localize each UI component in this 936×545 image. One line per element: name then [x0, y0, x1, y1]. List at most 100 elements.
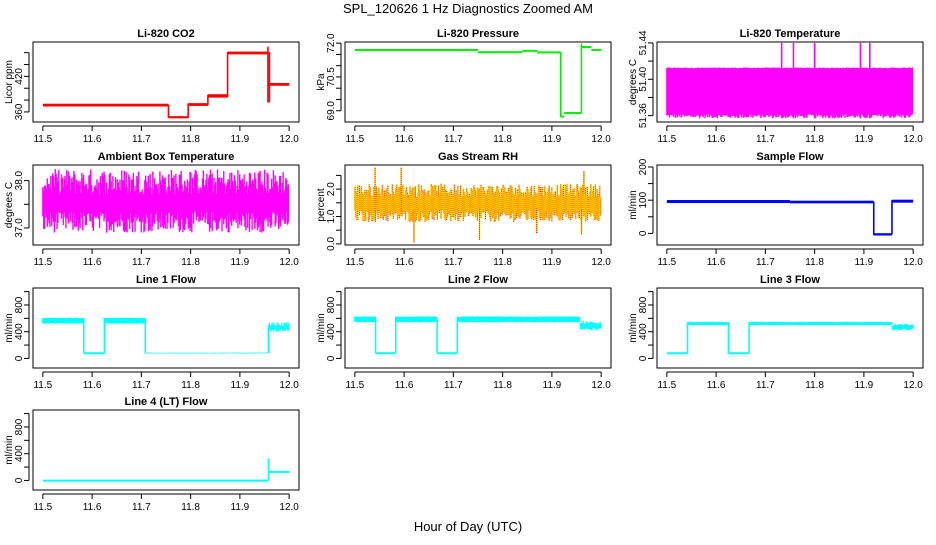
- panel-5: Sample Flow ml/min 11.5 11.6 11.7 11.8 11.9 12.…: [628, 151, 924, 268]
- panel-title: Ambient Box Temperature: [98, 151, 235, 163]
- y-tick-label: 0: [638, 230, 649, 236]
- x-tick-label: 11.5: [345, 257, 364, 268]
- x-tick-label: 11.6: [395, 380, 414, 391]
- y-axis-label: percent: [316, 188, 327, 222]
- series-segment: [873, 233, 892, 236]
- panel-2: Li-820 Temperature degrees C 11.5 11.6 11.7 1…: [628, 28, 924, 145]
- series: [42, 46, 290, 119]
- y-axis-label: ml/min: [628, 190, 639, 219]
- x-tick-label: 11.6: [707, 134, 726, 145]
- y-tick-label: 200: [638, 158, 649, 175]
- x-tick-label: 11.9: [855, 380, 874, 391]
- series-segment: [790, 200, 874, 204]
- panel-title: Line 1 Flow: [136, 274, 196, 286]
- y-tick-label: 800: [638, 296, 649, 313]
- y-axis-label: Licor ppm: [4, 60, 15, 104]
- plot-frame: [656, 164, 924, 246]
- y-tick-label: 0: [638, 355, 649, 361]
- panel-title: Gas Stream RH: [438, 151, 518, 163]
- x-tick-label: 12.0: [903, 257, 923, 268]
- x-tick-label: 12.0: [591, 380, 611, 391]
- x-tick-label: 11.7: [756, 257, 775, 268]
- x-tick-label: 11.6: [707, 380, 726, 391]
- panel-1: Li-820 Pressure kPa 11.5 11.6 11.7 11.8 11.9 12…: [316, 28, 612, 145]
- panel-title: Li-820 Pressure: [437, 28, 519, 40]
- x-tick-label: 11.6: [395, 134, 414, 145]
- x-tick-label: 11.9: [543, 257, 562, 268]
- series: [42, 458, 290, 482]
- y-axis-label: ml/min: [316, 313, 327, 342]
- y-axis-label: degrees C: [4, 182, 15, 228]
- panel-title: Li-820 CO2: [137, 28, 194, 40]
- y-tick-label: 400: [14, 445, 25, 462]
- x-tick-label: 12.0: [279, 502, 299, 513]
- y-tick-label: 51.40: [638, 66, 649, 91]
- x-tick-label: 11.8: [493, 257, 512, 268]
- plot-frame: [656, 287, 924, 369]
- x-tick-label: 11.8: [181, 380, 200, 391]
- series: [354, 316, 602, 355]
- panel-3: Ambient Box Temperature degrees C 11.5 11.6…: [4, 151, 300, 268]
- series: [666, 199, 914, 236]
- series: [42, 317, 290, 355]
- panel-4: Gas Stream RH percent 11.5 11.6 11.7 11.8 11.9…: [316, 151, 612, 268]
- y-tick-label: 69.0: [326, 101, 337, 121]
- y-tick-label: 37.0: [14, 218, 25, 238]
- x-tick-label: 12.0: [279, 134, 299, 145]
- plot-frame: [344, 164, 612, 246]
- series-segment: [728, 352, 750, 355]
- panel-title: Line 2 Flow: [448, 274, 508, 286]
- x-tick-label: 11.6: [83, 134, 102, 145]
- panel-title: Sample Flow: [756, 151, 824, 163]
- x-tick-label: 11.7: [444, 380, 463, 391]
- x-tick-label: 11.7: [756, 380, 775, 391]
- plot-frame: [344, 41, 612, 123]
- x-tick-label: 11.5: [345, 134, 364, 145]
- x-tick-label: 11.7: [756, 134, 775, 145]
- x-tick-label: 11.7: [444, 257, 463, 268]
- series-segment: [375, 352, 396, 355]
- y-tick-label: 0: [326, 355, 337, 361]
- y-tick-label: 420: [14, 68, 25, 85]
- series: [354, 167, 602, 243]
- series-segment: [354, 48, 478, 51]
- y-tick-label: 800: [14, 418, 25, 435]
- panel-9: Line 4 (LT) Flow ml/min 11.5 11.6 11.7 11.8 11…: [4, 396, 300, 513]
- series-segment: [560, 115, 565, 118]
- series-segment: [537, 51, 561, 54]
- series-segment: [207, 94, 228, 98]
- x-tick-label: 11.9: [231, 502, 250, 513]
- x-tick-label: 11.5: [33, 380, 52, 391]
- y-axis-label: kPa: [316, 73, 327, 91]
- panel-8: Line 3 Flow ml/min 11.5 11.6 11.7 11.8 11.9 12.…: [628, 274, 924, 391]
- x-tick-label: 11.5: [657, 380, 676, 391]
- series-segment: [268, 470, 290, 473]
- x-tick-label: 11.6: [83, 502, 102, 513]
- x-tick-label: 11.7: [132, 502, 151, 513]
- y-tick-label: 72.0: [326, 33, 337, 53]
- series-segment: [188, 103, 208, 106]
- series-segment: [437, 352, 458, 355]
- x-tick-label: 11.8: [805, 257, 824, 268]
- x-tick-label: 11.9: [231, 257, 250, 268]
- y-tick-label: 38.0: [14, 170, 25, 190]
- series-segment: [564, 112, 582, 115]
- panel-0: Li-820 CO2 Licor ppm 11.5 11.6 11.7 11.8 11.9 1…: [4, 28, 300, 145]
- y-tick-label: 400: [14, 323, 25, 340]
- y-tick-label: 400: [638, 323, 649, 340]
- x-tick-label: 11.9: [855, 257, 874, 268]
- panel-7: Line 2 Flow ml/min 11.5 11.6 11.7 11.8 11.9 12.…: [316, 274, 612, 391]
- series-segment: [666, 352, 688, 355]
- y-tick-label: 0: [14, 355, 25, 361]
- x-tick-label: 12.0: [591, 134, 611, 145]
- plot-frame: [32, 409, 300, 491]
- panel-title: Line 3 Flow: [760, 274, 820, 286]
- y-tick-label: 800: [14, 296, 25, 313]
- panel-title: Line 4 (LT) Flow: [125, 396, 208, 408]
- x-tick-label: 11.6: [707, 257, 726, 268]
- x-tick-label: 11.7: [444, 134, 463, 145]
- series-segment: [168, 116, 189, 119]
- x-tick-label: 11.8: [493, 134, 512, 145]
- y-tick-label: 1.0: [326, 209, 337, 223]
